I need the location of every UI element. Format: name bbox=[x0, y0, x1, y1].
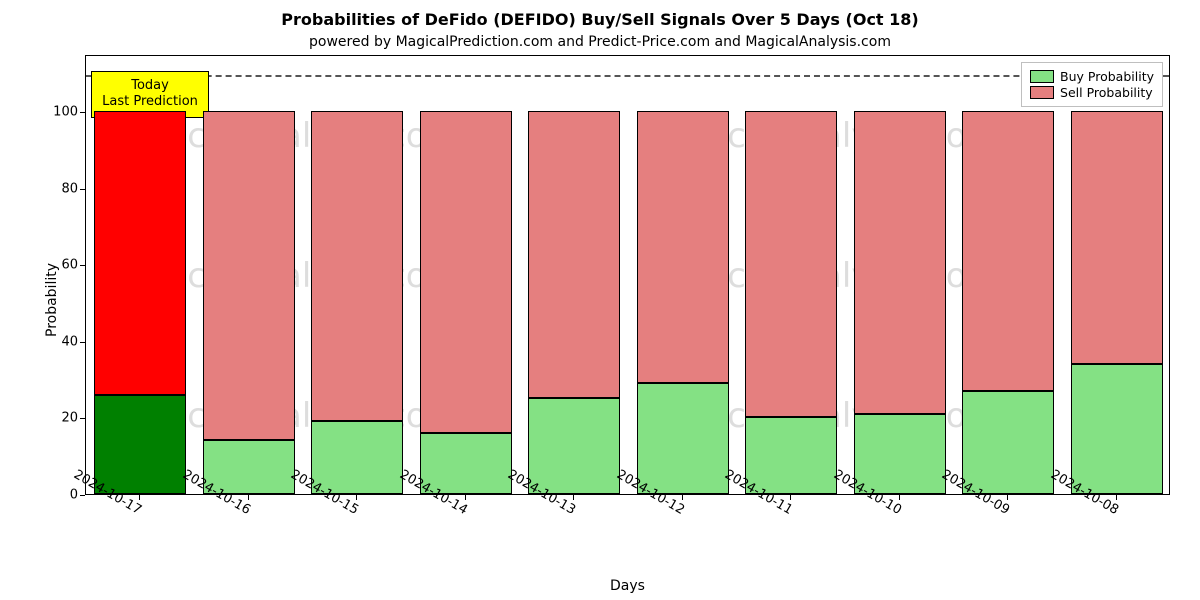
legend-label-sell: Sell Probability bbox=[1060, 85, 1153, 100]
legend: Buy Probability Sell Probability bbox=[1021, 62, 1163, 107]
bar-sell bbox=[962, 111, 1054, 390]
chart-container: Probabilities of DeFido (DEFIDO) Buy/Sel… bbox=[0, 0, 1200, 600]
bar-sell bbox=[94, 111, 186, 394]
bar-sell bbox=[311, 111, 403, 421]
x-tick-mark bbox=[139, 495, 140, 500]
chart-title: Probabilities of DeFido (DEFIDO) Buy/Sel… bbox=[0, 10, 1200, 29]
y-tick-label: 60 bbox=[28, 258, 78, 273]
annotation-line2: Last Prediction bbox=[102, 94, 198, 110]
y-tick-mark bbox=[80, 418, 85, 419]
legend-item-sell: Sell Probability bbox=[1030, 85, 1154, 100]
x-tick-mark bbox=[1007, 495, 1008, 500]
annotation-line1: Today bbox=[102, 78, 198, 94]
y-tick-label: 20 bbox=[28, 411, 78, 426]
x-tick-mark bbox=[790, 495, 791, 500]
bar-sell bbox=[420, 111, 512, 432]
x-axis-label: Days bbox=[85, 578, 1170, 594]
bar-buy bbox=[854, 414, 946, 494]
bar-sell bbox=[1071, 111, 1163, 364]
x-tick-mark bbox=[682, 495, 683, 500]
legend-item-buy: Buy Probability bbox=[1030, 69, 1154, 84]
x-tick-mark bbox=[573, 495, 574, 500]
plot-area: MagicalAnalysis.com MagicalAnalysis.com … bbox=[85, 55, 1170, 495]
x-tick-mark bbox=[248, 495, 249, 500]
y-tick-mark bbox=[80, 342, 85, 343]
y-tick-label: 80 bbox=[28, 181, 78, 196]
bar-buy bbox=[94, 395, 186, 494]
legend-swatch-sell bbox=[1030, 86, 1054, 99]
y-tick-mark bbox=[80, 189, 85, 190]
legend-swatch-buy bbox=[1030, 70, 1054, 83]
y-axis-label: Probability bbox=[44, 263, 60, 337]
bar-buy bbox=[962, 391, 1054, 494]
bar-sell bbox=[203, 111, 295, 440]
y-tick-mark bbox=[80, 112, 85, 113]
bar-buy bbox=[745, 417, 837, 494]
x-tick-mark bbox=[356, 495, 357, 500]
x-tick-mark bbox=[465, 495, 466, 500]
y-tick-mark bbox=[80, 265, 85, 266]
legend-label-buy: Buy Probability bbox=[1060, 69, 1154, 84]
bar-sell bbox=[745, 111, 837, 417]
bar-buy bbox=[637, 383, 729, 494]
bar-buy bbox=[528, 398, 620, 494]
y-tick-label: 0 bbox=[28, 488, 78, 503]
y-tick-label: 40 bbox=[28, 334, 78, 349]
y-tick-mark bbox=[80, 495, 85, 496]
y-tick-label: 100 bbox=[28, 105, 78, 120]
x-tick-mark bbox=[899, 495, 900, 500]
bar-sell bbox=[528, 111, 620, 398]
x-tick-mark bbox=[1116, 495, 1117, 500]
bar-sell bbox=[637, 111, 729, 383]
reference-line bbox=[86, 75, 1169, 77]
chart-subtitle: powered by MagicalPrediction.com and Pre… bbox=[0, 34, 1200, 50]
bar-sell bbox=[854, 111, 946, 413]
bar-buy bbox=[1071, 364, 1163, 494]
